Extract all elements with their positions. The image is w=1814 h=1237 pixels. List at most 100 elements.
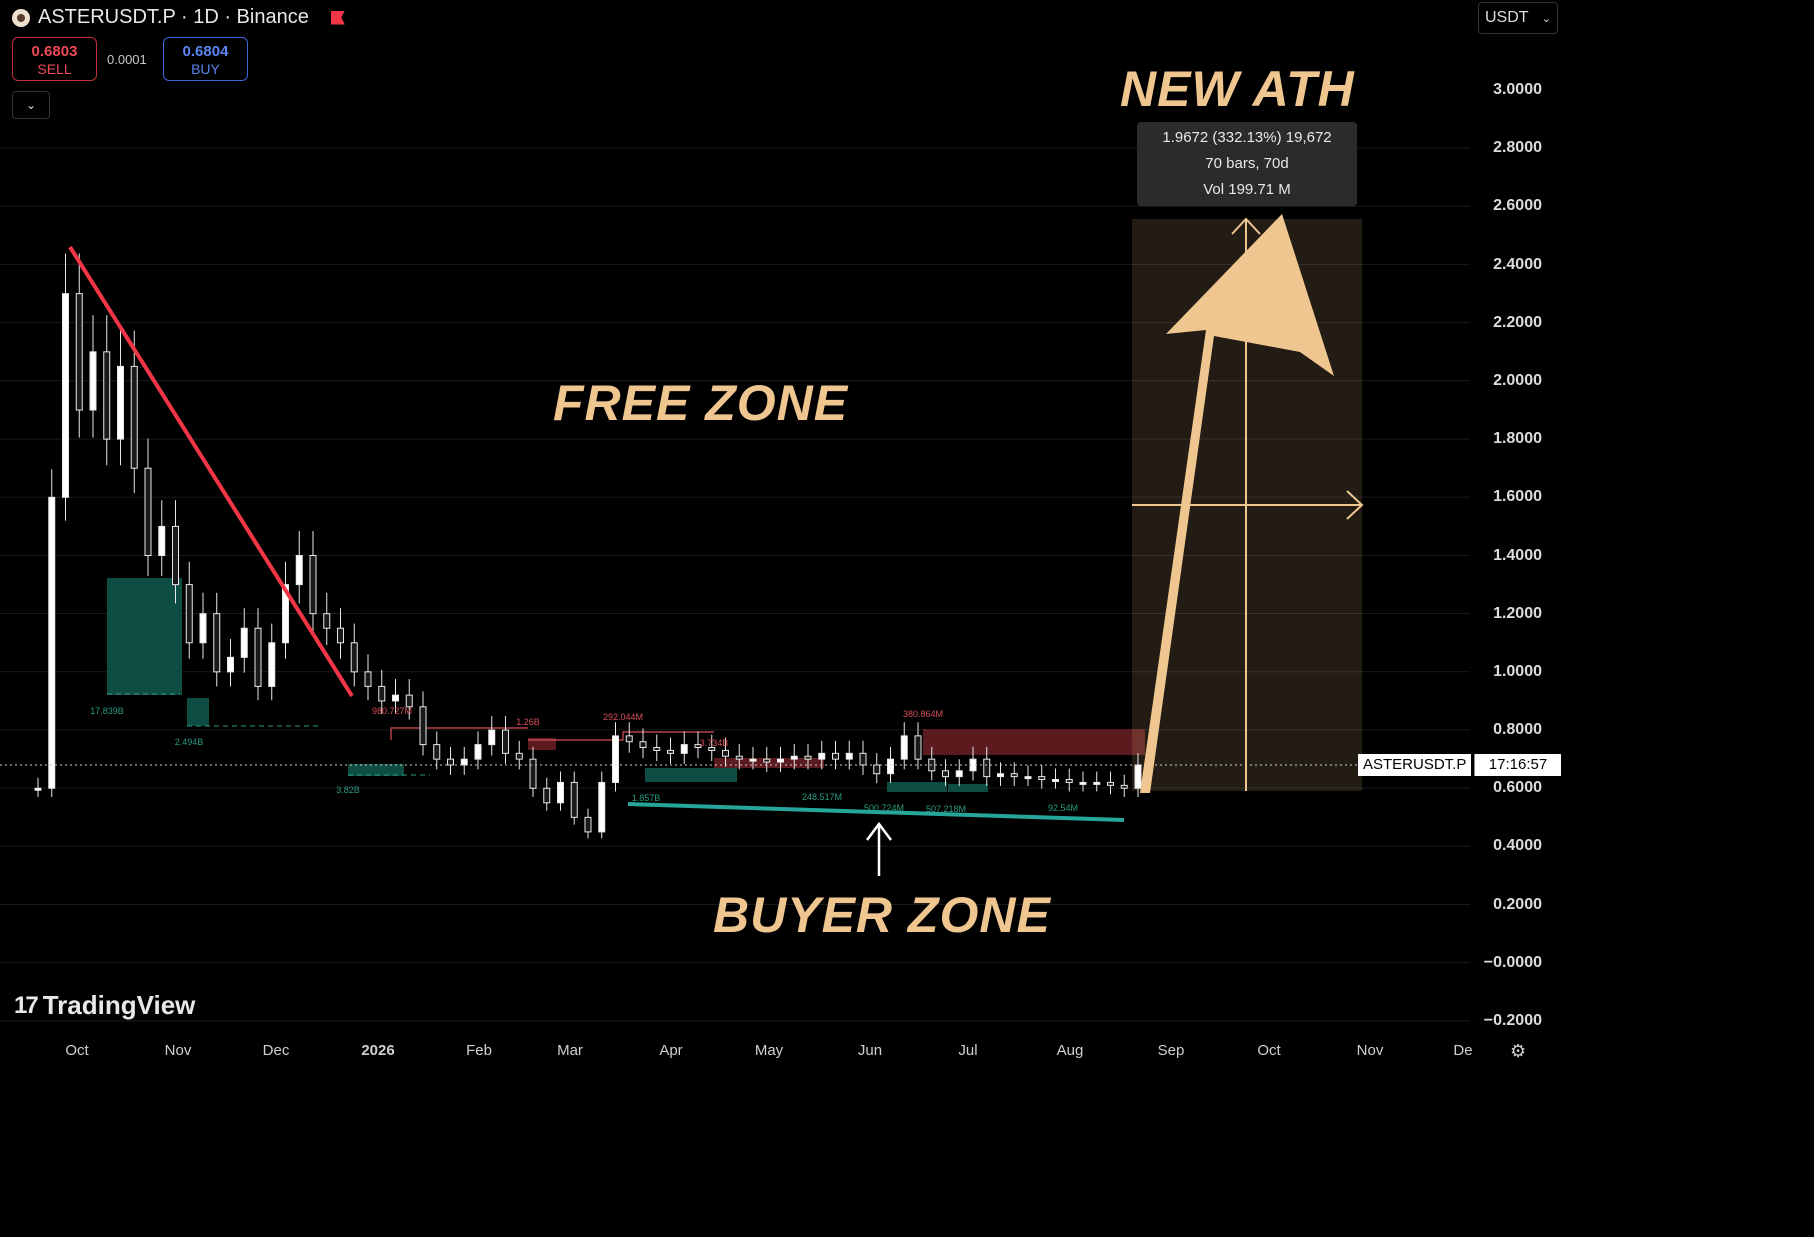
volume-label: 380.864M (902, 709, 944, 719)
symbol-header[interactable]: ASTERUSDT.P · 1D · Binance (12, 6, 345, 29)
candle-body (460, 758, 468, 766)
price-tick: 0.8000 (1493, 721, 1542, 739)
time-tick: Apr (659, 1042, 683, 1059)
candle-body (639, 741, 647, 749)
candle-body (735, 755, 743, 760)
candle-body (103, 351, 111, 440)
demand-zone (887, 782, 947, 792)
candle-body (1107, 781, 1114, 786)
currency-select[interactable]: USDT ⌄ (1478, 2, 1558, 34)
candle-body (309, 555, 317, 615)
candle-body (48, 496, 56, 789)
symbol-price-tag: ASTERUSDT.P (1358, 754, 1472, 776)
price-tick: 2.8000 (1493, 139, 1542, 157)
supply-zone (528, 738, 556, 750)
measure-arrowhead (1346, 490, 1364, 520)
candlesticks (34, 253, 1142, 839)
demand-zone (187, 698, 209, 726)
time-tick: Nov (1356, 1042, 1384, 1059)
flag-icon[interactable] (330, 10, 345, 25)
grid-lines (0, 147, 1470, 1022)
time-tick: 2026 (361, 1042, 395, 1059)
candle-body (955, 770, 963, 778)
time-tick: Jun (857, 1042, 883, 1059)
demand-zone (645, 768, 737, 782)
time-tick: Sep (1157, 1042, 1185, 1059)
aster-logo-icon (12, 8, 30, 27)
candle-body (158, 525, 166, 556)
candle-body (1010, 773, 1018, 778)
candle-body (598, 781, 606, 833)
candle-body (804, 755, 812, 760)
chevron-down-icon: ⌄ (25, 98, 37, 112)
candle-body (502, 729, 509, 754)
candle-body (845, 752, 853, 760)
candle-body (1038, 776, 1046, 781)
volume-label: 500.724M (863, 803, 905, 813)
tradingview-logo[interactable]: 17 TradingView (14, 990, 195, 1021)
candle-body (1120, 784, 1128, 789)
tooltip-line-2: 70 bars, 70d (1205, 155, 1289, 172)
buyer-zone-label: BUYER ZONE (713, 887, 1051, 943)
candle-body (529, 758, 537, 789)
candle-body (653, 747, 661, 751)
buy-button[interactable]: 0.6804 BUY (163, 37, 248, 81)
candle-body (612, 735, 619, 783)
candle-body (419, 706, 427, 746)
candle-body (983, 758, 991, 778)
support-line (627, 802, 1125, 822)
sell-button[interactable]: 0.6803 SELL (12, 37, 97, 81)
price-tick: 0.4000 (1493, 837, 1542, 855)
time-tick: Dec (262, 1042, 290, 1059)
candle-body (89, 351, 97, 411)
demand-zone (107, 578, 182, 695)
candle-body (873, 764, 881, 775)
settings-gear-icon[interactable]: ⚙ (1510, 1041, 1527, 1061)
price-tick: 2.2000 (1493, 313, 1542, 331)
time-tick: Nov (164, 1042, 192, 1059)
candle-body (570, 781, 578, 818)
tooltip-line-3: Vol 199.71 M (1203, 181, 1291, 198)
new-ath-label: NEW ATH (1120, 61, 1355, 117)
expand-button[interactable]: ⌄ (12, 91, 50, 119)
candle-body (859, 752, 867, 766)
candle-body (405, 694, 413, 708)
supply-zone (923, 729, 1145, 755)
downtrend-line (68, 245, 354, 698)
time-tick: Oct (1257, 1042, 1281, 1059)
candle-body (680, 744, 688, 754)
price-tick: −0.0000 (1483, 953, 1542, 971)
candle-body (268, 642, 276, 687)
volume-label: 2.494B (174, 737, 204, 747)
volume-label: 980.727M (371, 706, 413, 716)
demand-zone (348, 764, 404, 776)
price-tick: 3.0000 (1493, 81, 1542, 98)
price-tick: 0.2000 (1493, 895, 1542, 913)
buy-label: BUY (191, 61, 220, 77)
volume-label: 3.82B (336, 785, 360, 795)
candle-body (515, 752, 523, 760)
candle-body (117, 365, 124, 440)
price-tick: 2.0000 (1493, 371, 1542, 389)
candle-body (213, 613, 221, 673)
supply-zone (714, 758, 824, 768)
tooltip-line-1: 1.9672 (332.13%) 19,672 (1162, 129, 1332, 146)
volume-label: 92.54M (1047, 803, 1079, 813)
measure-tooltip: 1.9672 (332.13%) 19,672 70 bars, 70d Vol… (1137, 122, 1357, 206)
candle-body (557, 781, 564, 804)
candle-body (584, 816, 592, 833)
volume-label: 1.857B (631, 793, 661, 803)
new-ath-arrow (1140, 214, 1334, 793)
supply-zone-edge (528, 731, 714, 741)
candle-body (337, 627, 344, 644)
symbol-title: ASTERUSDT.P · 1D · Binance (38, 6, 309, 28)
candle-body (474, 744, 482, 760)
price-chart[interactable] (0, 0, 1568, 1069)
candle-body (1024, 776, 1032, 780)
candle-body (75, 293, 83, 411)
buy-price: 0.6804 (182, 43, 229, 60)
measure-arrowhead (1231, 217, 1261, 235)
candle-body (722, 749, 729, 757)
buyer-arrowhead (866, 821, 892, 841)
volume-label: 17.839B (90, 706, 124, 716)
